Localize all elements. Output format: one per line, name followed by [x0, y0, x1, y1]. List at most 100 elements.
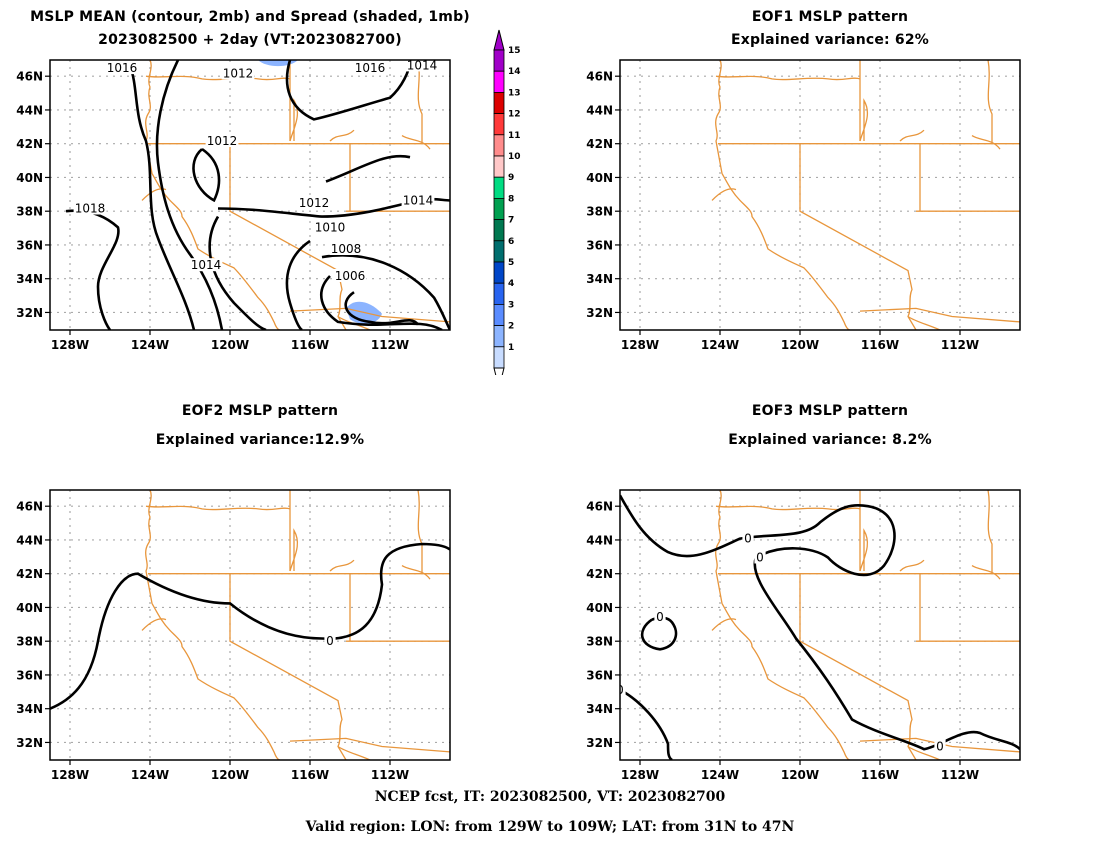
- lon-tick-label: 116W: [861, 338, 899, 352]
- eof2-map: 0 46N 44N 42N 40N 38N 36N 34N 32N 128W 124W 120W 116…: [16, 489, 451, 782]
- lon-tick-label: 124W: [701, 768, 739, 782]
- eof2-panel-title: EOF2 MSLP pattern Explained variance:12.…: [50, 403, 470, 448]
- lon-tick-label: 124W: [131, 338, 169, 352]
- state-boundary: [715, 505, 861, 511]
- eof2-frame: [49, 489, 451, 761]
- state-boundary: [987, 490, 993, 574]
- colorbar-label: 5: [508, 258, 514, 268]
- colorbar-label: 1: [508, 343, 514, 353]
- colorbar-label: 9: [508, 173, 514, 183]
- colorbar-label: 12: [508, 110, 521, 120]
- mslp-contour: [285, 239, 311, 330]
- state-boundary: [715, 75, 861, 81]
- mean-title-line1: MSLP MEAN (contour, 2mb) and Spread (sha…: [30, 9, 470, 25]
- lon-tick-label: 120W: [781, 338, 819, 352]
- mslp-contour: [620, 688, 673, 760]
- lon-tick-label: 112W: [941, 338, 979, 352]
- mslp-contour: [128, 64, 196, 330]
- eof2-title-line2: Explained variance:12.9%: [155, 432, 365, 448]
- colorbar-segment: [493, 282, 505, 305]
- eof1-panel-title: EOF1 MSLP pattern Explained variance: 62…: [620, 9, 1040, 48]
- lon-tick-label: 120W: [211, 768, 249, 782]
- lat-tick-label: 42N: [586, 137, 613, 151]
- colorbar-label: 10: [508, 152, 521, 162]
- contour-label-bg: [353, 61, 387, 75]
- footer-valid-region: Valid region: LON: from 129W to 109W; LA…: [305, 819, 795, 835]
- lon-tick-label: 116W: [291, 338, 329, 352]
- colorbar-arrow-bottom: [493, 367, 505, 375]
- mean-frame: [49, 59, 451, 331]
- lon-tick-label: 120W: [781, 768, 819, 782]
- state-boundary: [859, 307, 1020, 323]
- contour-label-bg: [324, 634, 336, 648]
- contour-label: 0: [326, 634, 334, 648]
- contour-label: 1012: [223, 67, 254, 81]
- lon-tick-label: 128W: [621, 768, 659, 782]
- state-boundary: [337, 745, 371, 760]
- eof1-frame: [619, 59, 1021, 331]
- colorbar-segment: [493, 176, 505, 199]
- colorbar-label: 14: [508, 67, 521, 77]
- state-boundary: [289, 737, 450, 753]
- contour-label: 1018: [75, 202, 106, 216]
- state-boundary: [971, 565, 1001, 580]
- contour-label: 1016: [107, 61, 138, 75]
- colorbar-segment: [493, 155, 505, 178]
- contour-label: 1014: [403, 193, 434, 207]
- colorbar-segment: [493, 49, 505, 72]
- colorbar-label: 15: [508, 46, 521, 56]
- contour-label: 0: [656, 610, 664, 624]
- lon-tick-label: 128W: [51, 768, 89, 782]
- contour-label-bg: [401, 193, 435, 207]
- state-boundary: [141, 188, 167, 201]
- mslp-contour: [325, 154, 411, 183]
- lon-tick-label: 120W: [211, 338, 249, 352]
- lat-tick-label: 42N: [16, 137, 43, 151]
- contour-label-bg: [405, 60, 439, 72]
- lon-tick-label: 128W: [621, 338, 659, 352]
- colorbar-segment: [493, 346, 505, 369]
- lon-tick-label: 128W: [51, 338, 89, 352]
- lat-tick-label: 38N: [16, 205, 43, 219]
- lon-tick-label: 124W: [131, 768, 169, 782]
- colorbar-segment: [493, 261, 505, 284]
- lat-tick-label: 38N: [16, 635, 43, 649]
- lat-tick-label: 40N: [16, 601, 43, 615]
- mslp-contour: [344, 291, 420, 326]
- state-boundary: [799, 573, 917, 760]
- contour-label-bg: [333, 269, 367, 282]
- contour-label-bg: [934, 739, 946, 753]
- lat-tick-label: 46N: [16, 500, 43, 514]
- lon-tick-label: 124W: [701, 338, 739, 352]
- state-boundary: [289, 528, 298, 572]
- lat-tick-label: 44N: [586, 533, 613, 547]
- contour-label-bg: [620, 682, 626, 696]
- lat-tick-label: 32N: [586, 306, 613, 320]
- lat-tick-label: 46N: [586, 500, 613, 514]
- state-boundary: [987, 60, 993, 144]
- state-boundary: [859, 98, 868, 142]
- colorbar-label: 2: [508, 322, 514, 332]
- colorbar-segment: [493, 113, 505, 136]
- state-boundary: [711, 188, 737, 201]
- mslp-contour: [65, 209, 120, 330]
- state-boundary: [229, 573, 347, 760]
- lat-tick-label: 36N: [16, 238, 43, 252]
- colorbar-segment: [493, 219, 505, 242]
- state-boundary: [417, 60, 423, 144]
- contour-label: 1014: [191, 258, 222, 272]
- contour-label-bg: [742, 531, 754, 545]
- mean-title-line2: 2023082500 + 2day (VT:2023082700): [98, 32, 402, 48]
- eof1-title-line2: Explained variance: 62%: [730, 32, 930, 48]
- lat-tick-label: 34N: [586, 702, 613, 716]
- contour-label: 1014: [407, 58, 438, 72]
- lat-tick-label: 46N: [586, 70, 613, 84]
- state-boundary: [401, 135, 431, 150]
- lat-tick-label: 34N: [16, 702, 43, 716]
- contour-label: 1006: [335, 269, 366, 283]
- lon-tick-label: 112W: [941, 768, 979, 782]
- lat-tick-label: 44N: [586, 103, 613, 117]
- contour-label: 0: [616, 683, 624, 697]
- contour-label: 1012: [207, 134, 238, 148]
- colorbar-segment: [493, 70, 505, 93]
